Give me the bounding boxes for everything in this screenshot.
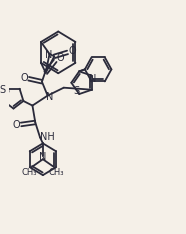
Text: O: O (68, 46, 76, 56)
Text: S: S (0, 85, 6, 95)
Text: N: N (46, 92, 53, 102)
Text: CH₃: CH₃ (22, 168, 37, 177)
Text: CH₃: CH₃ (48, 168, 64, 177)
Text: O: O (12, 121, 20, 130)
Text: N: N (39, 152, 46, 162)
Text: N: N (45, 50, 52, 60)
Text: O: O (56, 53, 64, 63)
Text: O: O (20, 73, 28, 83)
Text: NH: NH (40, 132, 55, 142)
Text: N: N (89, 74, 97, 84)
Text: S: S (73, 86, 79, 96)
